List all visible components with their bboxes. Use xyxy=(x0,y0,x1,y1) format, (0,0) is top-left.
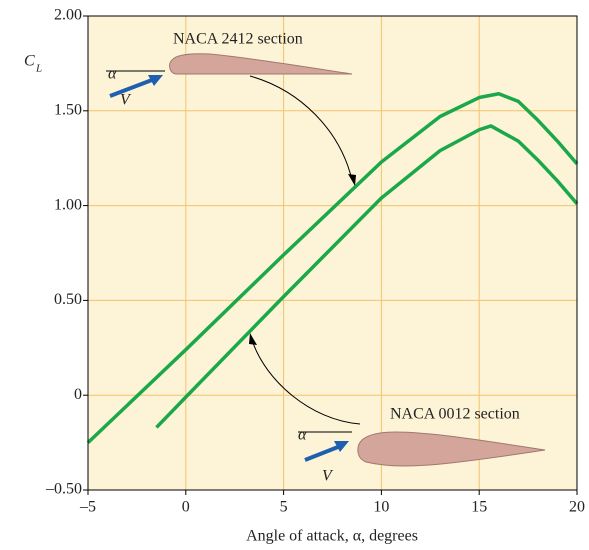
y-tick-label: –0.50 xyxy=(45,481,82,498)
pointer-arrow xyxy=(251,339,361,425)
y-tick-label: 0.50 xyxy=(54,291,82,308)
x-tick-label: 15 xyxy=(471,499,487,516)
annotation: NACA 2412 section xyxy=(173,31,303,48)
arrow-head xyxy=(249,333,257,345)
annotation: α xyxy=(298,427,307,444)
arrow-head xyxy=(334,441,349,452)
annotation: V xyxy=(322,468,334,485)
y-tick-label: 1.50 xyxy=(54,101,82,118)
lift-curve xyxy=(155,124,579,429)
y-tick-label: 1.00 xyxy=(54,196,82,213)
x-axis-label: Angle of attack, α, degrees xyxy=(246,528,418,545)
y-tick-label: 2.00 xyxy=(54,7,82,24)
pointer-arrow xyxy=(249,75,353,181)
annotation: V xyxy=(120,92,132,109)
x-tick-label: –5 xyxy=(79,499,96,516)
airfoil-0012 xyxy=(357,431,546,467)
curves xyxy=(86,91,579,444)
velocity-arrow xyxy=(109,78,153,98)
x-tick-label: 5 xyxy=(280,499,288,516)
annotation: NACA 0012 section xyxy=(390,406,520,423)
x-tick-label: 0 xyxy=(182,499,190,516)
airfoil-2412 xyxy=(169,53,353,75)
y-axis-label-sub: L xyxy=(35,63,42,75)
y-axis-label: C xyxy=(24,53,35,70)
y-tick-label: 0 xyxy=(74,386,82,403)
grid xyxy=(87,15,578,491)
arrow-head xyxy=(348,174,356,186)
plot-frame xyxy=(87,15,578,491)
annotation: α xyxy=(108,66,117,83)
arrow-head xyxy=(148,75,163,86)
x-tick-label: 10 xyxy=(373,499,389,516)
x-tick-label: 20 xyxy=(569,499,585,516)
velocity-arrow xyxy=(304,445,339,462)
lift-curve xyxy=(86,91,579,444)
